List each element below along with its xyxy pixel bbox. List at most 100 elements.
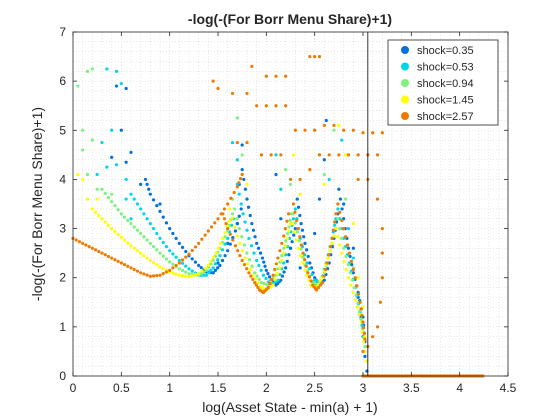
data-point	[315, 288, 319, 292]
data-point	[232, 190, 236, 195]
data-point	[228, 242, 232, 246]
data-point	[158, 273, 162, 277]
data-point	[143, 177, 148, 182]
data-point	[122, 238, 127, 242]
data-point	[197, 272, 201, 276]
data-point	[124, 160, 128, 164]
data-point	[362, 331, 366, 336]
data-point	[90, 207, 94, 211]
data-point	[180, 258, 185, 262]
data-point	[247, 236, 251, 240]
data-point	[228, 219, 232, 223]
data-point	[106, 195, 111, 200]
data-point	[126, 264, 130, 268]
data-point	[174, 255, 178, 259]
data-point	[293, 207, 297, 211]
data-point	[380, 226, 384, 231]
data-point	[187, 272, 191, 276]
data-point	[299, 222, 303, 226]
x-tick-label: 1.5	[210, 381, 227, 395]
data-point	[129, 244, 133, 248]
data-point	[282, 261, 286, 265]
data-point	[340, 218, 344, 222]
data-point	[340, 138, 344, 142]
data-point	[245, 140, 249, 145]
legend-marker	[401, 112, 409, 120]
data-point	[216, 258, 220, 262]
data-point	[142, 212, 146, 216]
data-point	[209, 225, 214, 229]
data-point	[280, 241, 284, 245]
data-point	[361, 320, 365, 324]
chart-title: -log(-(For Borr Menu Share)+1)	[188, 11, 392, 27]
data-point	[97, 249, 101, 254]
data-point	[93, 248, 98, 252]
data-point	[230, 212, 235, 216]
data-point	[344, 153, 348, 157]
data-point	[363, 354, 367, 358]
data-point	[305, 248, 309, 252]
data-point	[174, 263, 178, 268]
data-point	[322, 278, 326, 282]
data-point	[246, 262, 250, 266]
data-point	[264, 74, 268, 78]
data-point	[110, 199, 114, 204]
x-tick-label: 3.5	[403, 381, 420, 395]
data-point	[100, 140, 104, 145]
data-point	[203, 233, 207, 237]
data-point	[375, 197, 380, 201]
legend-marker	[401, 62, 409, 71]
data-point	[344, 267, 348, 272]
data-point	[299, 243, 304, 247]
data-point	[240, 172, 244, 177]
data-point	[351, 222, 355, 226]
data-point	[282, 270, 286, 274]
data-point	[313, 231, 317, 236]
legend-label: shock=1.45	[417, 95, 474, 107]
data-point	[119, 235, 123, 240]
data-point	[344, 235, 348, 239]
data-point	[295, 218, 299, 222]
data-point	[342, 128, 346, 132]
data-point	[342, 226, 346, 231]
data-point	[247, 205, 251, 209]
data-point	[148, 258, 152, 263]
data-point	[168, 260, 172, 264]
data-point	[223, 254, 227, 258]
data-point	[338, 210, 342, 214]
data-point	[211, 79, 215, 83]
data-point	[114, 69, 119, 73]
data-point	[77, 240, 82, 244]
data-point	[184, 270, 188, 274]
data-point	[380, 131, 384, 135]
data-point	[266, 285, 270, 290]
data-point	[240, 153, 244, 157]
data-point	[334, 212, 338, 216]
data-point	[235, 234, 239, 238]
x-tick-label: 0	[70, 381, 77, 395]
data-point	[190, 248, 194, 253]
data-point	[142, 254, 146, 258]
data-point	[145, 217, 149, 221]
data-point	[235, 140, 239, 145]
data-point	[241, 212, 245, 216]
data-point	[334, 226, 338, 231]
data-point	[155, 273, 159, 278]
data-point	[211, 266, 215, 270]
data-point	[262, 260, 266, 264]
data-point	[273, 267, 277, 272]
legend-label: shock=0.94	[417, 78, 474, 90]
data-point	[233, 229, 237, 233]
data-point	[288, 246, 293, 250]
data-point	[298, 192, 302, 196]
data-point	[256, 281, 260, 285]
data-point	[324, 118, 328, 123]
data-point	[371, 335, 375, 339]
data-point	[269, 153, 273, 157]
data-point	[301, 251, 305, 255]
data-point	[142, 272, 146, 276]
data-point	[151, 244, 156, 249]
data-point	[284, 266, 288, 270]
data-point	[221, 212, 225, 216]
data-point	[209, 262, 213, 266]
